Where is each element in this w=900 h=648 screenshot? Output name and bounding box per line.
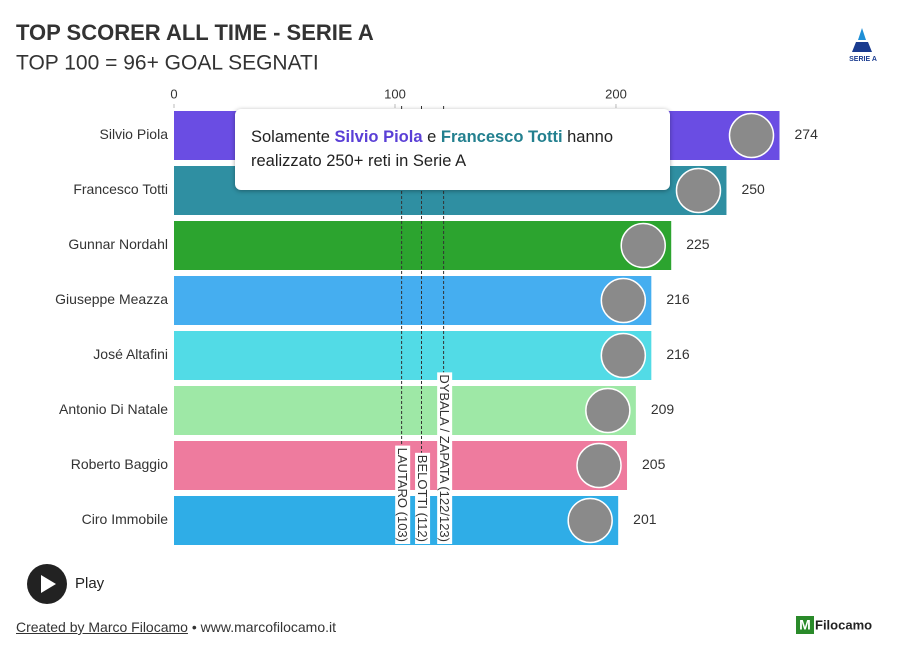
category-label: Antonio Di Natale: [59, 401, 168, 417]
chart-title: TOP SCORER ALL TIME - SERIE A: [16, 20, 374, 45]
reference-label-bg: [437, 372, 453, 545]
reference-label: DYBALA / ZAPATA (122/123): [437, 374, 452, 542]
annotation-text: e: [427, 128, 437, 146]
player-photo: [675, 167, 722, 214]
player-photo: [620, 222, 666, 269]
footer: Created by Marco Filocamo • www.marcofil…: [16, 619, 337, 635]
category-label: Giuseppe Meazza: [55, 291, 168, 307]
player-photo: [567, 497, 613, 544]
value-label: 225: [686, 236, 710, 252]
player-photo: [600, 332, 647, 379]
value-label: 216: [666, 291, 690, 307]
bar: [174, 386, 636, 435]
category-label: José Altafini: [93, 346, 168, 362]
play-label[interactable]: Play: [75, 575, 105, 592]
plot: 0 100 200 274 Silvio Piola 250 Francesco Totti…: [55, 86, 818, 545]
x-tick-label: 200: [605, 86, 627, 101]
x-tick-label: 100: [384, 86, 406, 101]
reference-label: BELOTTI (112): [415, 455, 430, 542]
serie-a-logo: SERIE A: [849, 28, 877, 63]
credit-site: www.marcofilocamo.it: [200, 619, 337, 635]
annotation-highlight: Silvio Piola: [334, 128, 423, 146]
bar: [174, 331, 652, 380]
value-label: 205: [642, 456, 666, 472]
value-label: 216: [666, 346, 690, 362]
chart-subtitle: TOP 100 = 96+ GOAL SEGNATI: [16, 52, 319, 75]
brand-logo: M Filocamo: [796, 616, 872, 634]
value-label: 201: [633, 511, 657, 527]
player-photo: [600, 277, 647, 324]
svg-text:M: M: [799, 617, 811, 633]
reference-label: LAUTARO (103): [395, 448, 410, 542]
credit-link[interactable]: Created by Marco Filocamo: [16, 619, 188, 635]
logo-text: SERIE A: [849, 56, 877, 63]
x-tick-label: 0: [170, 86, 177, 101]
reference-label-bg: [415, 452, 431, 544]
annotation-text: hanno realizzato 250+ reti in Serie A: [251, 128, 614, 170]
player-photo: [576, 442, 622, 489]
brand-name: Filocamo: [815, 617, 872, 632]
play-button[interactable]: [27, 564, 67, 604]
player-photo: [585, 387, 631, 434]
reference-label-bg: [395, 445, 411, 544]
category-label: Silvio Piola: [100, 126, 169, 142]
player-photo: [728, 112, 775, 159]
category-label: Francesco Totti: [73, 181, 168, 197]
bar: [174, 221, 672, 270]
annotation-text: Solamente: [251, 128, 330, 146]
category-label: Ciro Immobile: [82, 511, 169, 527]
value-label: 250: [741, 181, 765, 197]
annotation: Solamente Silvio Piola e Francesco Totti…: [235, 109, 670, 190]
bar: [174, 276, 652, 325]
category-label: Gunnar Nordahl: [68, 236, 168, 252]
value-label: 274: [795, 126, 819, 142]
value-label: 209: [651, 401, 675, 417]
annotation-highlight: Francesco Totti: [440, 128, 563, 146]
category-label: Roberto Baggio: [71, 456, 169, 472]
